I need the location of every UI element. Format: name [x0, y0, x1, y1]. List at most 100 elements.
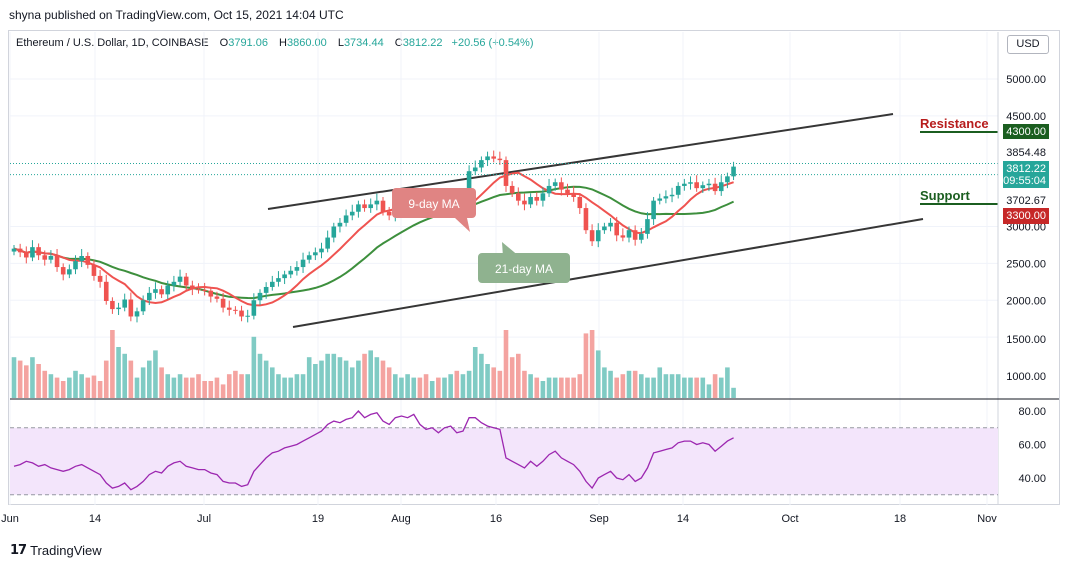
- volume-bar: [294, 374, 300, 398]
- volume-bar: [626, 370, 632, 398]
- volume-bar: [393, 374, 398, 398]
- candle-body: [245, 315, 250, 317]
- volume-bar: [263, 360, 269, 398]
- ma-21-line: [13, 185, 735, 300]
- volume-bar: [436, 377, 441, 398]
- volume-bar: [663, 374, 669, 398]
- volume-bar: [682, 377, 687, 398]
- candle-body: [725, 176, 730, 183]
- volume-bar: [380, 360, 386, 398]
- volume-bar: [731, 387, 736, 398]
- symbol-legend: Ethereum / U.S. Dollar, 1D, COINBASE O37…: [16, 37, 534, 49]
- rsi-axis-tick: 60.00: [1018, 440, 1046, 452]
- volume-bar: [36, 364, 41, 398]
- support-label: Support: [920, 188, 970, 203]
- time-axis-tick: Aug: [391, 513, 411, 525]
- volume-bar: [276, 374, 281, 398]
- volume-bar: [522, 370, 527, 398]
- time-axis-tick: 14: [89, 513, 101, 525]
- volume-bar: [712, 374, 718, 398]
- high-label: H: [279, 37, 287, 49]
- volume-bar: [589, 330, 595, 398]
- volume-bar: [190, 377, 195, 398]
- volume-bar: [122, 353, 127, 398]
- volume-bar: [306, 357, 312, 398]
- volume-bar: [103, 360, 109, 398]
- candle-body: [509, 185, 515, 194]
- candle-body: [651, 200, 656, 220]
- volume-bar: [577, 374, 583, 398]
- candle-body: [67, 269, 72, 275]
- candle-body: [257, 292, 263, 301]
- currency-unit-button[interactable]: USD: [1007, 35, 1049, 54]
- volume-bar: [528, 374, 533, 398]
- ma-21-callout: [478, 253, 570, 283]
- candle-body: [472, 167, 478, 172]
- candle-body: [103, 281, 109, 301]
- volume-bar: [134, 377, 140, 398]
- candle-body: [306, 255, 312, 260]
- volume-bar: [725, 367, 730, 398]
- volume-bar: [337, 357, 343, 398]
- candle-body: [282, 274, 287, 279]
- candle-body: [208, 290, 214, 297]
- volume-bar: [251, 336, 257, 398]
- volume-bar: [374, 357, 380, 398]
- time-axis-tick: 18: [894, 513, 906, 525]
- volume-bar: [270, 367, 275, 398]
- candle-body: [688, 182, 693, 184]
- candle-body: [639, 233, 644, 240]
- candle-body: [528, 197, 533, 205]
- candle-body: [632, 230, 638, 240]
- candle-body: [183, 276, 189, 286]
- price-axis-tick: 4500.00: [1006, 111, 1046, 123]
- candle-body: [559, 182, 564, 190]
- candle-body: [712, 183, 718, 192]
- candle-body: [608, 222, 613, 227]
- volume-bar: [153, 350, 158, 398]
- time-axis-tick: 19: [312, 513, 324, 525]
- candle-body: [134, 311, 140, 317]
- candle-body: [190, 285, 195, 290]
- candle-body: [583, 208, 589, 231]
- symbol-title[interactable]: Ethereum / U.S. Dollar, 1D, COINBASE: [16, 37, 209, 49]
- candle-body: [97, 275, 103, 282]
- high-marker-tag: 3854.48: [1006, 147, 1046, 159]
- volume-bar: [165, 374, 171, 398]
- volume-bar: [140, 367, 146, 398]
- volume-bar: [442, 377, 447, 398]
- support-price-tag-text: 3300.00: [1006, 210, 1046, 222]
- candle-body: [343, 215, 349, 223]
- resistance-label: Resistance: [920, 116, 989, 131]
- candle-body: [374, 200, 380, 205]
- volume-bar: [491, 367, 496, 398]
- candle-body: [177, 276, 183, 282]
- candle-body: [380, 200, 386, 212]
- volume-bar: [97, 381, 103, 398]
- support-price-tag-box: [1003, 208, 1049, 224]
- candle-body: [497, 158, 503, 161]
- tradingview-logo[interactable]: 17 TradingView: [10, 543, 102, 558]
- volume-bar: [85, 377, 91, 398]
- price-axis-tick: 2500.00: [1006, 258, 1046, 270]
- candle-body: [669, 194, 675, 197]
- volume-bar: [386, 367, 392, 398]
- chart-frame: [8, 30, 1060, 505]
- volume-bar: [411, 377, 417, 398]
- channel-lower-trendline: [292, 218, 924, 328]
- volume-bar: [343, 360, 349, 398]
- volume-bar: [24, 365, 29, 398]
- time-axis-tick: Jul: [197, 513, 211, 525]
- volume-bar: [362, 353, 367, 398]
- volume-bar: [368, 350, 373, 398]
- volume-bar: [540, 381, 546, 398]
- volume-bar: [282, 377, 287, 398]
- volume-bar: [60, 381, 66, 398]
- volume-bar: [546, 377, 552, 398]
- candle-body: [516, 193, 521, 201]
- candle-body: [159, 289, 164, 295]
- candle-body: [368, 204, 373, 209]
- high-value: 3860.00: [286, 37, 327, 49]
- volume-bar: [639, 374, 644, 398]
